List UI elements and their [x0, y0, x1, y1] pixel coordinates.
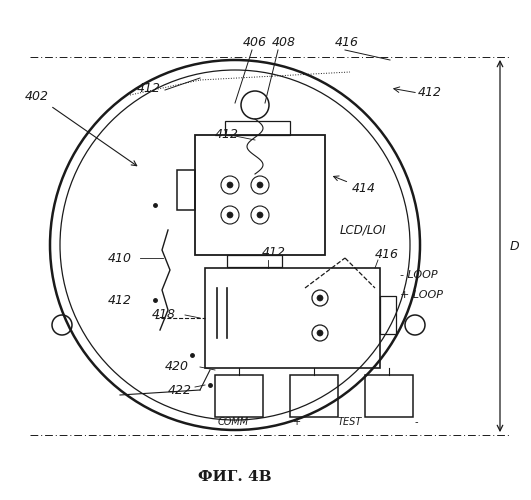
Text: 416: 416	[335, 36, 359, 49]
Circle shape	[257, 212, 263, 218]
Text: 402: 402	[25, 90, 136, 166]
Text: 414: 414	[333, 176, 376, 195]
Text: 412: 412	[215, 128, 239, 141]
Circle shape	[227, 212, 233, 218]
Text: 412: 412	[108, 294, 132, 306]
Circle shape	[257, 182, 263, 188]
Text: 420: 420	[165, 360, 189, 374]
Text: 412: 412	[137, 82, 161, 94]
Text: 422: 422	[168, 384, 192, 396]
Text: 406: 406	[243, 36, 267, 49]
Text: - LOOP: - LOOP	[400, 270, 438, 280]
Text: 412: 412	[262, 246, 286, 258]
Bar	[227, 255, 282, 267]
Text: 412: 412	[418, 86, 442, 98]
Text: + LOOP: + LOOP	[400, 290, 443, 300]
Text: -: -	[415, 417, 418, 427]
Text: TEST: TEST	[338, 417, 362, 427]
Text: D: D	[510, 240, 520, 252]
Bar	[365, 375, 413, 417]
Circle shape	[317, 295, 323, 301]
Text: 410: 410	[108, 252, 132, 264]
Text: 408: 408	[272, 36, 296, 49]
Bar	[205, 268, 380, 368]
Text: ФИГ. 4В: ФИГ. 4В	[198, 470, 272, 484]
Circle shape	[227, 182, 233, 188]
Text: 416: 416	[375, 248, 399, 260]
Bar	[225, 121, 290, 135]
Text: 418: 418	[152, 308, 176, 322]
Text: COMM: COMM	[218, 417, 249, 427]
Bar	[195, 135, 325, 255]
Bar	[380, 296, 396, 334]
Text: +: +	[293, 417, 301, 427]
Bar	[290, 375, 338, 417]
Circle shape	[317, 330, 323, 336]
Bar	[215, 375, 263, 417]
Text: LCD/LOI: LCD/LOI	[340, 224, 387, 236]
